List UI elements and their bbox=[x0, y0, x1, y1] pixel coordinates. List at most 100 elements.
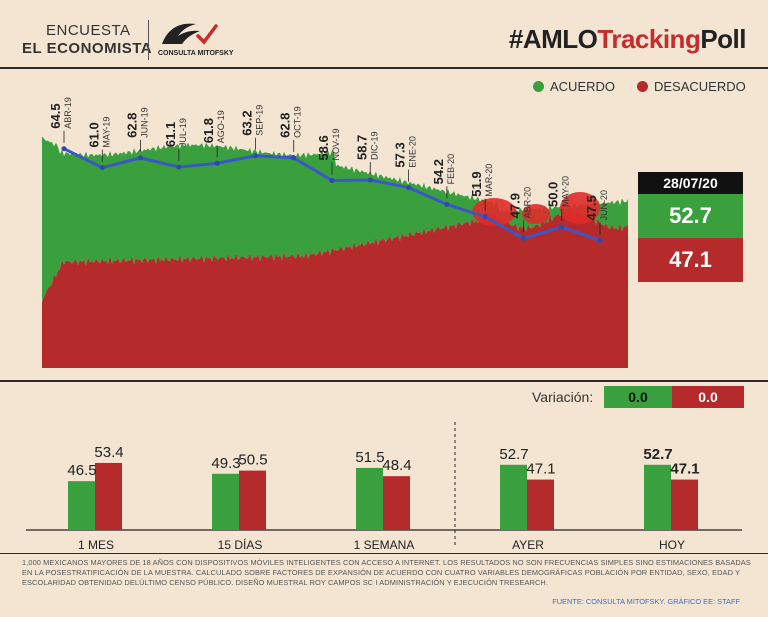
section-rule bbox=[0, 380, 768, 382]
variacion-desacuerdo: 0.0 bbox=[672, 386, 744, 408]
trend-month-label: JUL-19 bbox=[178, 118, 188, 147]
trend-value-label: 51.9 bbox=[469, 171, 484, 196]
trend-month-label: NOV-19 bbox=[331, 129, 341, 161]
trend-point bbox=[176, 164, 182, 170]
mitofsky-logo-icon bbox=[162, 23, 218, 45]
trend-point bbox=[99, 165, 105, 171]
trend-point bbox=[252, 153, 258, 159]
bar-desacuerdo bbox=[383, 476, 410, 530]
footer-rule bbox=[0, 553, 768, 554]
brand-line-2: EL ECONOMISTA bbox=[22, 40, 153, 57]
bar-acuerdo-label: 51.5 bbox=[355, 449, 384, 466]
today-date: 28/07/20 bbox=[638, 172, 743, 194]
trend-point bbox=[367, 177, 373, 183]
trend-point bbox=[520, 235, 526, 241]
bar-desacuerdo bbox=[527, 479, 554, 530]
bar-acuerdo bbox=[212, 473, 239, 530]
trend-value-label: 58.6 bbox=[316, 135, 331, 160]
brand-line-1: ENCUESTA bbox=[46, 22, 131, 39]
variacion-label: Variación: bbox=[532, 389, 594, 405]
trend-value-label: 57.3 bbox=[393, 142, 408, 167]
bar-acuerdo-label: 46.5 bbox=[67, 462, 96, 479]
trend-value-label: 58.7 bbox=[354, 135, 369, 160]
bar-desacuerdo-label: 47.1 bbox=[670, 461, 699, 478]
bar-desacuerdo bbox=[671, 479, 698, 530]
trend-point bbox=[406, 185, 412, 191]
acuerdo-area bbox=[42, 136, 628, 303]
green-dot-icon bbox=[533, 81, 544, 92]
bar-desacuerdo bbox=[239, 470, 266, 530]
trend-month-label: MAR-20 bbox=[484, 164, 494, 197]
trend-point bbox=[597, 238, 603, 243]
trend-value-label: 61.1 bbox=[163, 122, 178, 147]
trend-month-label: JUN-20 bbox=[599, 190, 609, 221]
bar-acuerdo-label: 52.7 bbox=[499, 446, 528, 463]
trend-point bbox=[559, 224, 565, 230]
today-desacuerdo: 47.1 bbox=[638, 238, 743, 282]
trend-value-label: 61.0 bbox=[86, 122, 101, 147]
bar-desacuerdo-label: 50.5 bbox=[238, 452, 267, 469]
bar-category-label: 15 DÍAS bbox=[218, 537, 263, 552]
hashtag-title: #AMLOTrackingPoll bbox=[508, 24, 747, 55]
desacuerdo-spike-0 bbox=[472, 198, 516, 226]
bar-acuerdo bbox=[644, 464, 671, 530]
trend-point bbox=[138, 155, 144, 161]
trend-value-label: 62.8 bbox=[278, 113, 293, 138]
variacion-acuerdo: 0.0 bbox=[604, 386, 672, 408]
hashtag-suffix: Poll bbox=[700, 24, 746, 54]
bar-category-label: 1 SEMANA bbox=[354, 538, 415, 552]
trend-month-label: MAY-20 bbox=[561, 176, 571, 207]
bar-acuerdo bbox=[500, 464, 527, 530]
trend-point bbox=[291, 155, 297, 161]
trend-point bbox=[329, 178, 335, 184]
trend-point bbox=[61, 146, 67, 152]
brand-divider bbox=[148, 20, 149, 60]
bar-desacuerdo-label: 48.4 bbox=[382, 457, 411, 474]
trend-value-label: 63.2 bbox=[239, 110, 254, 135]
trend-value-label: 47.5 bbox=[584, 195, 599, 220]
bar-acuerdo bbox=[356, 467, 383, 530]
trend-value-label: 64.5 bbox=[48, 103, 63, 128]
hashtag-prefix: #AMLO bbox=[508, 24, 598, 54]
bar-category-label: 1 MES bbox=[78, 538, 114, 552]
bar-desacuerdo-label: 47.1 bbox=[526, 461, 555, 478]
trend-value-label: 47.9 bbox=[507, 193, 522, 218]
comparison-bar-chart: 46.553.4 1 MES 49.350.5 15 DÍAS 51.548.4 1 SE… bbox=[26, 422, 742, 552]
trend-month-label: ABR-19 bbox=[63, 97, 73, 129]
red-dot-icon bbox=[637, 81, 648, 92]
trend-month-label: MAY-19 bbox=[101, 117, 111, 148]
legend-desacuerdo: DESACUERDO bbox=[637, 79, 746, 94]
bar-acuerdo bbox=[68, 481, 95, 530]
trend-value-label: 61.8 bbox=[201, 118, 216, 143]
bar-desacuerdo-label: 53.4 bbox=[94, 444, 123, 461]
trend-value-label: 62.8 bbox=[125, 113, 140, 138]
partner-name: CONSULTA MITOFSKY bbox=[158, 50, 234, 57]
trend-point bbox=[444, 201, 450, 207]
trend-point bbox=[214, 160, 220, 166]
legend-acuerdo-label: ACUERDO bbox=[550, 79, 616, 94]
trend-month-label: SEP-19 bbox=[254, 105, 264, 136]
methodology-footnote: 1,000 MEXICANOS MAYORES DE 18 AÑOS CON D… bbox=[22, 558, 751, 587]
legend-desacuerdo-label: DESACUERDO bbox=[654, 79, 746, 94]
trend-month-label: ENE-20 bbox=[408, 136, 418, 168]
header: ENCUESTA EL ECONOMISTA CONSULTA MITOFSKY… bbox=[0, 0, 768, 68]
legend-acuerdo: ACUERDO bbox=[533, 79, 615, 94]
bar-category-label: AYER bbox=[512, 538, 544, 552]
bar-acuerdo-label: 52.7 bbox=[643, 446, 672, 463]
header-rule bbox=[0, 67, 768, 69]
desacuerdo-area bbox=[42, 208, 628, 368]
bar-category-label: HOY bbox=[659, 538, 685, 552]
trend-month-label: AGO-19 bbox=[216, 110, 226, 143]
trend-month-label: FEB-20 bbox=[446, 154, 456, 185]
bar-acuerdo-label: 49.3 bbox=[211, 455, 240, 472]
trend-month-label: JUN-19 bbox=[140, 107, 150, 138]
source-credit: FUENTE: CONSULTA MITOFSKY. GRÁFICO EE: S… bbox=[552, 597, 740, 606]
trend-month-label: DIC-19 bbox=[369, 132, 379, 161]
trend-value-label: 54.2 bbox=[431, 159, 446, 184]
desacuerdo-spike-2 bbox=[522, 204, 550, 224]
desacuerdo-spike-1 bbox=[560, 192, 600, 224]
trend-value-label: 50.0 bbox=[546, 182, 561, 207]
bar-desacuerdo bbox=[95, 462, 122, 530]
trend-month-label: OCT-19 bbox=[293, 106, 303, 138]
